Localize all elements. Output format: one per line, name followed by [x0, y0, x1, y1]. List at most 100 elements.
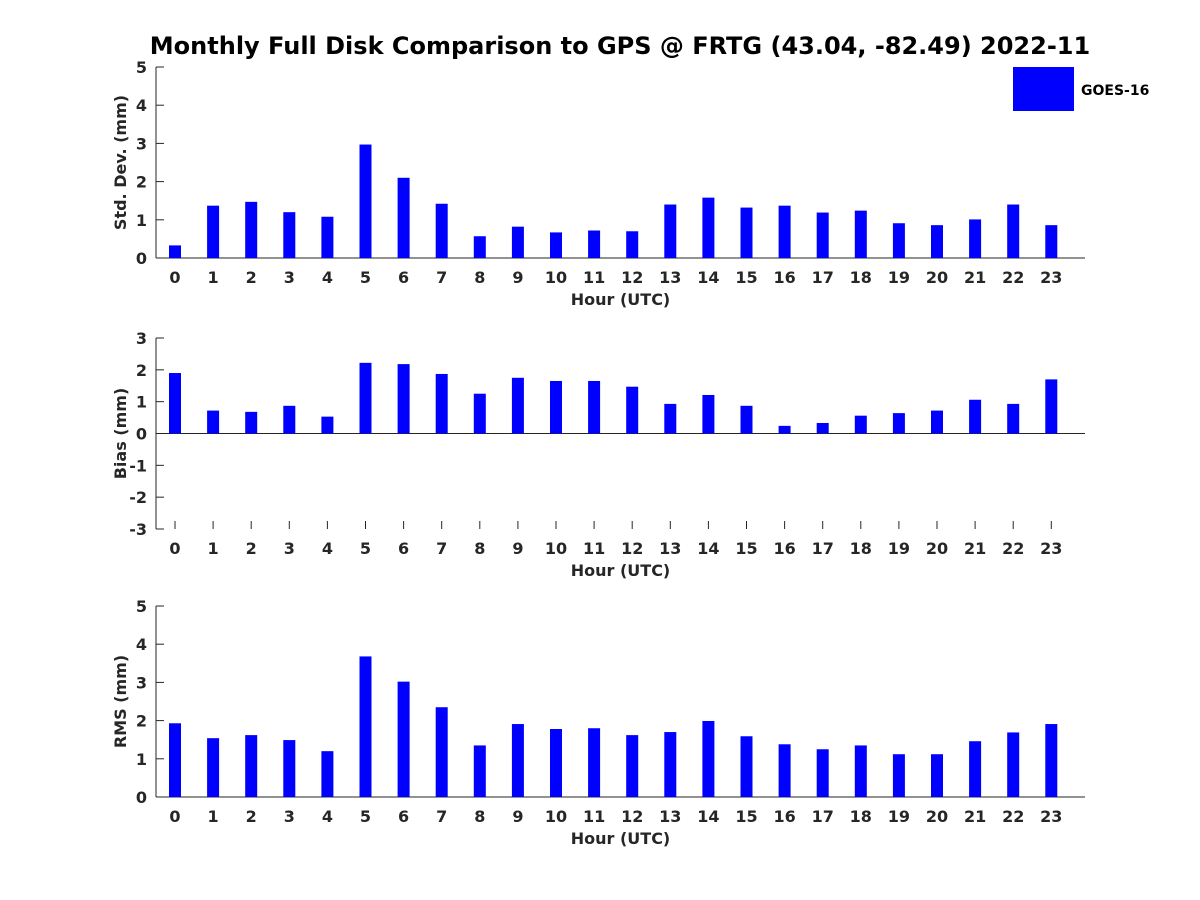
bar-hour-7 — [435, 707, 448, 797]
legend: GOES-16 — [1013, 67, 1149, 111]
x-tick-label: 4 — [322, 807, 333, 826]
x-tick-label: 19 — [888, 539, 910, 558]
bar-hour-4 — [321, 416, 334, 434]
x-tick-label: 0 — [169, 268, 180, 287]
x-tick-label: 6 — [398, 807, 409, 826]
x-tick-label: 1 — [208, 268, 219, 287]
x-tick-label: 4 — [322, 268, 333, 287]
x-tick-label: 18 — [850, 807, 872, 826]
y-tick-label: 3 — [136, 329, 147, 348]
bar-hour-11 — [588, 230, 601, 258]
bar-hour-6 — [397, 681, 410, 797]
x-tick-label: 20 — [926, 268, 948, 287]
bar-hour-15 — [740, 405, 753, 434]
x-tick-label: 2 — [246, 807, 257, 826]
bar-hour-9 — [511, 226, 524, 258]
bar-hour-10 — [550, 232, 562, 258]
bar-hour-22 — [1007, 204, 1020, 258]
x-tick-label: 7 — [436, 539, 447, 558]
y-tick-label: 0 — [136, 788, 147, 807]
bar-hour-5 — [359, 144, 372, 258]
x-tick-label: 19 — [888, 268, 910, 287]
x-tick-label: 18 — [850, 268, 872, 287]
bar-hour-20 — [931, 225, 943, 258]
chart-title: Monthly Full Disk Comparison to GPS @ FR… — [150, 32, 1090, 60]
x-tick-label: 22 — [1002, 807, 1024, 826]
x-tick-label: 11 — [583, 807, 605, 826]
x-tick-label: 15 — [735, 268, 757, 287]
bar-hour-8 — [473, 236, 486, 258]
y-tick-label: 3 — [136, 673, 147, 692]
x-tick-label: 9 — [512, 268, 523, 287]
bar-hour-14 — [702, 394, 715, 434]
x-tick-label: 8 — [474, 807, 485, 826]
bar-hour-10 — [550, 380, 562, 434]
y-axis-label: RMS (mm) — [111, 655, 130, 748]
bar-hour-18 — [854, 745, 867, 797]
bar-hour-15 — [740, 736, 753, 797]
bar-hour-16 — [778, 205, 791, 258]
bar-hour-13 — [664, 403, 677, 434]
bar-hour-22 — [1007, 403, 1020, 434]
bar-hour-2 — [245, 735, 258, 797]
y-axis-label: Bias (mm) — [111, 388, 130, 480]
bar-hour-23 — [1045, 225, 1058, 258]
x-tick-label: 13 — [659, 268, 681, 287]
x-tick-label: 11 — [583, 539, 605, 558]
y-tick-label: 3 — [136, 134, 147, 153]
x-tick-label: 10 — [545, 268, 567, 287]
y-tick-label: 4 — [136, 635, 147, 654]
y-tick-label: -2 — [129, 488, 147, 507]
x-tick-label: 8 — [474, 539, 485, 558]
bar-hour-7 — [435, 373, 448, 434]
bar-hour-2 — [245, 411, 258, 434]
bar-hour-0 — [169, 723, 181, 797]
bar-hour-3 — [283, 405, 296, 434]
bar-hour-17 — [816, 749, 829, 797]
x-axis-label: Hour (UTC) — [571, 290, 671, 309]
bar-hour-10 — [550, 729, 562, 797]
x-tick-label: 6 — [398, 539, 409, 558]
x-axis-label: Hour (UTC) — [571, 829, 671, 848]
x-tick-label: 21 — [964, 268, 986, 287]
bar-hour-23 — [1045, 379, 1058, 434]
bar-hour-3 — [283, 740, 296, 797]
x-tick-label: 21 — [964, 539, 986, 558]
x-tick-label: 10 — [545, 807, 567, 826]
bar-hour-16 — [778, 744, 791, 797]
x-tick-label: 15 — [735, 807, 757, 826]
y-tick-label: 1 — [136, 750, 147, 769]
bar-hour-21 — [969, 219, 982, 258]
x-tick-label: 14 — [697, 268, 719, 287]
x-tick-label: 17 — [812, 539, 834, 558]
x-tick-label: 13 — [659, 807, 681, 826]
y-tick-label: 1 — [136, 393, 147, 412]
bar-hour-20 — [931, 410, 943, 434]
y-tick-label: 0 — [136, 425, 147, 444]
bar-hour-11 — [588, 728, 601, 797]
bar-hour-12 — [626, 386, 639, 434]
x-tick-label: 19 — [888, 807, 910, 826]
bar-hour-1 — [207, 738, 220, 797]
bar-hour-13 — [664, 204, 677, 258]
bar-hour-13 — [664, 732, 677, 797]
x-tick-label: 14 — [697, 807, 719, 826]
y-tick-label: 5 — [136, 597, 147, 616]
bar-hour-6 — [397, 364, 410, 434]
x-tick-label: 8 — [474, 268, 485, 287]
x-tick-label: 5 — [360, 539, 371, 558]
bar-hour-21 — [969, 741, 982, 797]
bar-hour-16 — [778, 425, 791, 434]
x-tick-label: 17 — [812, 807, 834, 826]
bar-hour-19 — [892, 413, 905, 434]
y-tick-label: 2 — [136, 173, 147, 192]
x-tick-label: 4 — [322, 539, 333, 558]
bar-hour-4 — [321, 216, 334, 258]
x-tick-label: 16 — [773, 268, 795, 287]
x-tick-label: 12 — [621, 807, 643, 826]
